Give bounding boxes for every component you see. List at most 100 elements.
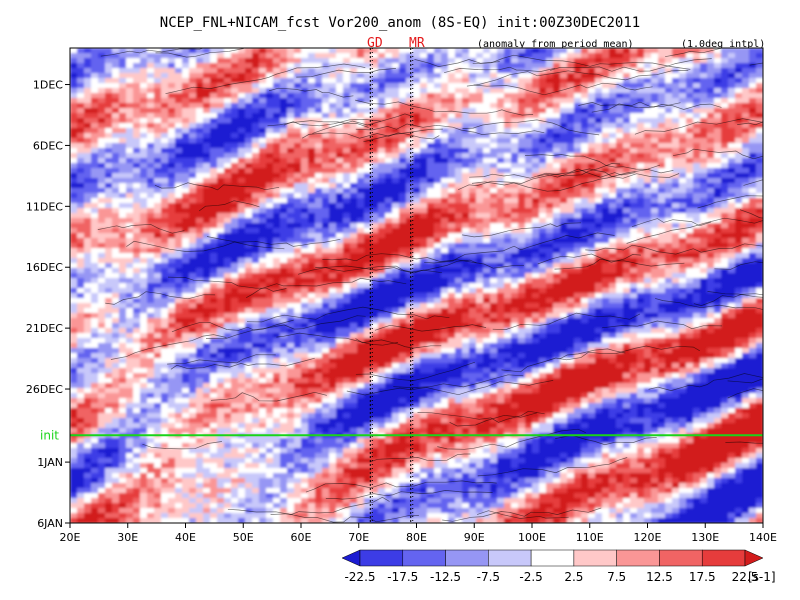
field-cell	[756, 288, 763, 294]
field-cell	[518, 63, 526, 69]
field-cell	[518, 203, 526, 209]
field-cell	[686, 268, 694, 274]
field-cell	[385, 218, 393, 224]
field-cell	[581, 133, 589, 139]
field-cell	[238, 153, 246, 159]
field-cell	[175, 273, 183, 279]
field-cell	[308, 203, 316, 209]
field-cell	[343, 258, 351, 264]
field-cell	[371, 98, 379, 104]
field-cell	[196, 133, 204, 139]
field-cell	[77, 148, 85, 154]
field-cell	[427, 198, 435, 204]
field-cell	[273, 193, 281, 199]
field-cell	[154, 168, 162, 174]
field-cell	[602, 63, 610, 69]
field-cell	[609, 203, 617, 209]
field-cell	[273, 158, 281, 164]
field-cell	[728, 123, 736, 129]
field-cell	[91, 123, 99, 129]
field-cell	[322, 83, 330, 89]
field-cell	[168, 233, 176, 239]
field-cell	[329, 298, 337, 304]
field-cell	[329, 58, 337, 64]
field-cell	[490, 208, 498, 214]
field-cell	[427, 63, 435, 69]
field-cell	[84, 63, 92, 69]
field-cell	[266, 158, 274, 164]
field-cell	[182, 68, 190, 74]
field-cell	[280, 258, 288, 264]
field-cell	[77, 143, 85, 149]
field-cell	[441, 198, 449, 204]
field-cell	[511, 178, 519, 184]
field-cell	[546, 208, 554, 214]
field-cell	[252, 213, 260, 219]
field-cell	[77, 208, 85, 214]
field-cell	[749, 198, 757, 204]
field-cell	[266, 58, 274, 64]
field-cell	[392, 173, 400, 179]
field-cell	[616, 268, 624, 274]
field-cell	[266, 218, 274, 224]
field-cell	[469, 153, 477, 159]
field-cell	[560, 288, 568, 294]
field-cell	[504, 218, 512, 224]
field-cell	[98, 143, 106, 149]
field-cell	[133, 163, 141, 169]
field-cell	[665, 123, 673, 129]
field-cell	[140, 228, 148, 234]
field-cell	[637, 83, 645, 89]
field-cell	[448, 73, 456, 79]
field-cell	[210, 213, 218, 219]
field-cell	[357, 198, 365, 204]
field-cell	[616, 203, 624, 209]
field-cell	[616, 63, 624, 69]
field-cell	[434, 113, 442, 119]
field-cell	[616, 178, 624, 184]
field-cell	[742, 148, 750, 154]
field-cell	[609, 208, 617, 214]
field-cell	[427, 48, 435, 54]
field-cell	[574, 178, 582, 184]
field-cell	[532, 158, 540, 164]
field-cell	[434, 248, 442, 254]
field-cell	[343, 68, 351, 74]
field-cell	[105, 73, 113, 79]
field-cell	[511, 283, 519, 289]
field-cell	[315, 163, 323, 169]
field-cell	[84, 213, 92, 219]
field-cell	[287, 48, 295, 54]
field-cell	[651, 143, 659, 149]
field-cell	[329, 143, 337, 149]
field-cell	[329, 53, 337, 59]
field-cell	[434, 243, 442, 249]
field-cell	[154, 228, 162, 234]
field-cell	[406, 293, 414, 299]
field-cell	[119, 118, 127, 124]
field-cell	[623, 268, 631, 274]
field-cell	[161, 58, 169, 64]
field-cell	[287, 173, 295, 179]
field-cell	[721, 103, 729, 109]
field-cell	[483, 118, 491, 124]
field-cell	[735, 108, 743, 114]
field-cell	[161, 48, 169, 54]
field-cell	[588, 243, 596, 249]
field-cell	[686, 83, 694, 89]
field-cell	[651, 48, 659, 54]
field-cell	[175, 243, 183, 249]
field-cell	[77, 98, 85, 104]
field-cell	[686, 98, 694, 104]
field-cell	[350, 138, 358, 144]
field-cell	[105, 208, 113, 214]
field-cell	[329, 168, 337, 174]
field-cell	[560, 83, 568, 89]
field-cell	[609, 193, 617, 199]
field-cell	[259, 238, 267, 244]
field-cell	[553, 198, 561, 204]
field-cell	[546, 233, 554, 239]
field-cell	[280, 118, 288, 124]
field-cell	[245, 83, 253, 89]
field-cell	[588, 93, 596, 99]
